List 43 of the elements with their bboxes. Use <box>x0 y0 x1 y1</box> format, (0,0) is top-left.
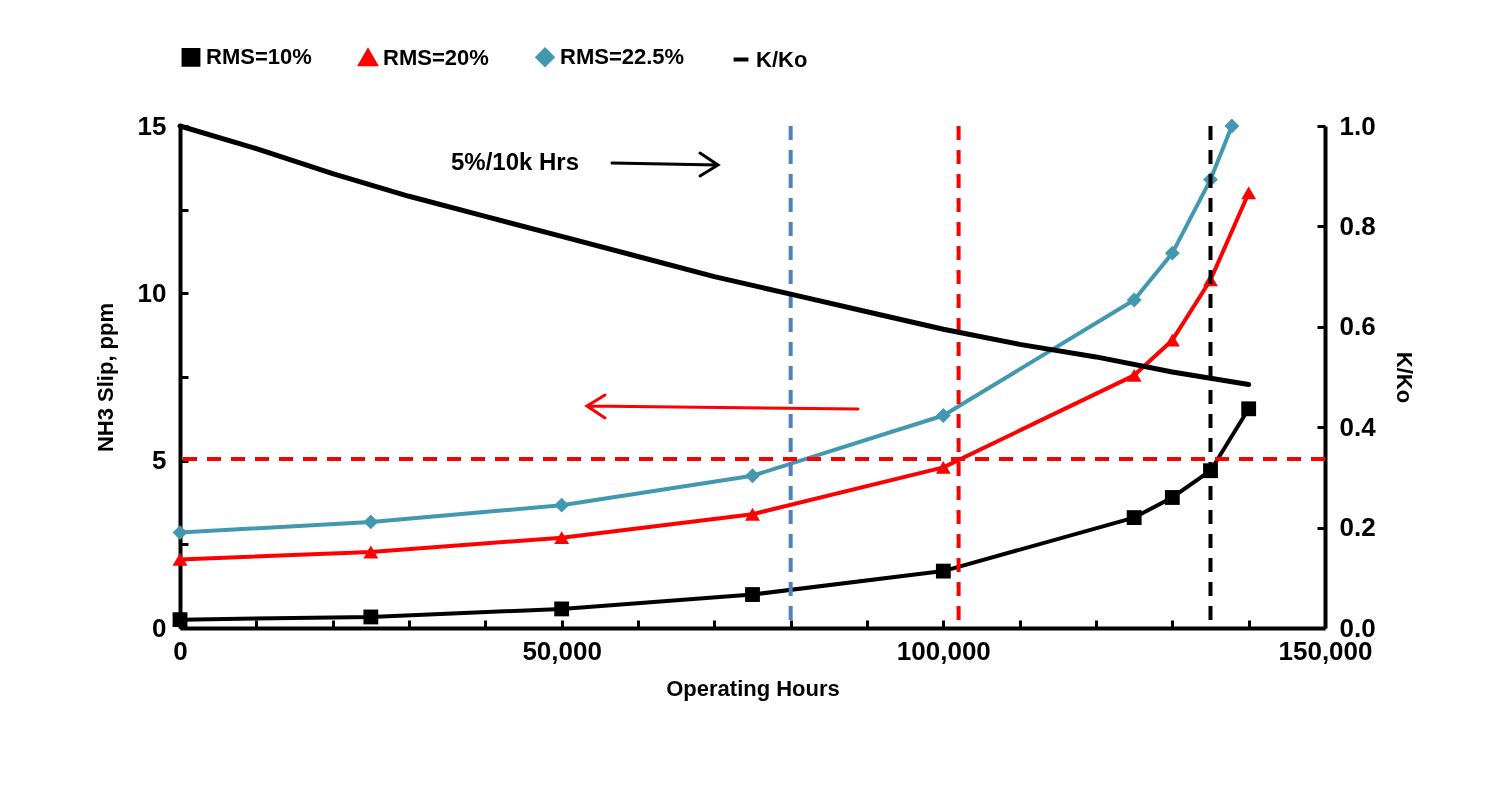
point <box>172 552 188 566</box>
y-tick-label: 10 <box>137 277 167 308</box>
y-tick-label: 0 <box>152 612 167 643</box>
point <box>554 531 570 545</box>
x-tick-label: 100,000 <box>896 635 991 666</box>
y-tick-label: 15 <box>137 110 167 141</box>
point <box>172 525 188 541</box>
annotation: 5%/10k Hrs <box>450 148 580 175</box>
point <box>363 609 379 625</box>
point <box>1126 292 1142 308</box>
legend-label: RMS=22.5% <box>560 44 685 70</box>
legend-label: RMS=10% <box>206 44 312 70</box>
y2-tick-label: 0.2 <box>1339 512 1376 543</box>
point <box>1126 510 1142 525</box>
y2-axis-title: K/Ko <box>1391 351 1417 404</box>
point <box>935 460 951 474</box>
point <box>935 563 951 579</box>
point <box>1224 118 1240 134</box>
x-tick-label: 0 <box>173 635 188 666</box>
point <box>363 545 379 559</box>
point <box>935 408 951 423</box>
y-tick-label: 5 <box>152 445 167 476</box>
point <box>745 587 760 602</box>
point <box>1241 186 1257 200</box>
y2-tick-label: 1.0 <box>1339 110 1376 141</box>
point <box>363 514 379 530</box>
x-tick-label: 50,000 <box>522 635 602 666</box>
legend-label: K/Ko <box>756 46 808 72</box>
y2-tick-label: 0.4 <box>1339 411 1377 442</box>
y-axis-title: NH3 Slip, ppm <box>92 302 118 453</box>
point <box>745 468 760 484</box>
legend-label: RMS=20% <box>383 44 489 70</box>
x-axis-title: Operating Hours <box>666 675 840 701</box>
point <box>1164 245 1180 261</box>
y2-tick-label: 0.0 <box>1339 612 1376 643</box>
point <box>1241 401 1257 417</box>
y2-tick-label: 0.6 <box>1339 311 1376 342</box>
point <box>1126 368 1142 382</box>
point <box>554 601 570 617</box>
point <box>745 507 760 521</box>
point <box>554 497 570 513</box>
y2-tick-label: 0.8 <box>1339 210 1376 241</box>
point <box>1164 490 1180 505</box>
